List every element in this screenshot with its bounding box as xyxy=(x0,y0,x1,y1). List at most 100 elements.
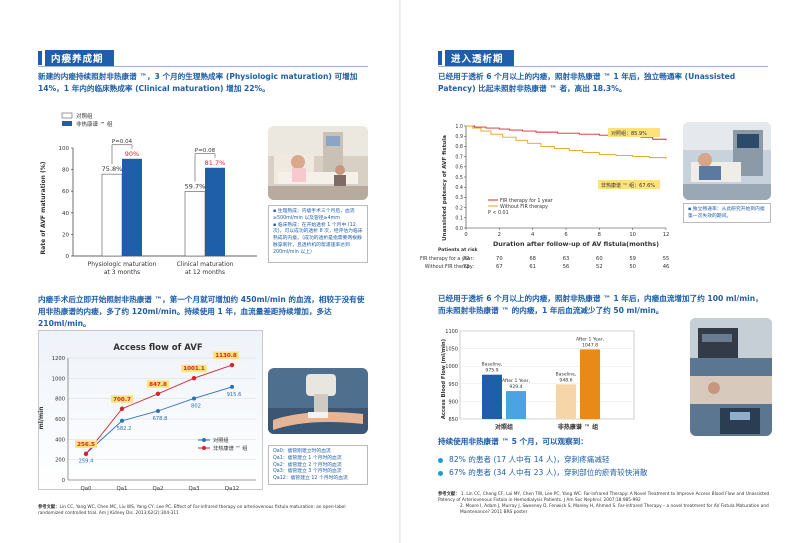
bf-bar xyxy=(580,349,600,419)
flow-point-control xyxy=(192,396,196,401)
flow-note-qa2: Qa2：瘘管建立 2 个月时的血流 xyxy=(273,462,342,468)
risk-cell: 73 xyxy=(463,264,470,270)
flow-point-label-control: 259.4 xyxy=(79,459,95,465)
risk-row-label: Without FIR therapy: xyxy=(425,264,475,270)
risk-cell: 63 xyxy=(563,256,570,262)
bf-bar xyxy=(482,374,502,419)
km-y-tick-label: 0.7 xyxy=(455,154,463,160)
risk-cell: 72 xyxy=(463,256,470,262)
flow-point-label-control: 582.2 xyxy=(117,426,132,432)
patient-device-photo xyxy=(683,122,771,200)
section-bar-decor xyxy=(38,51,42,65)
km-y-tick-label: 0.9 xyxy=(455,134,463,140)
bf-bar-label-line2: 975.9 xyxy=(485,368,498,374)
bullet-dot xyxy=(438,470,443,476)
bf-bar xyxy=(556,384,576,419)
mat-bar-label-fir: 81.7% xyxy=(205,159,226,167)
bf-bar-label-line1: Baseline, xyxy=(556,371,577,377)
bf-y-tick-label: 1000 xyxy=(445,364,458,370)
bf-bar xyxy=(506,391,526,419)
observation-item-pain: 82% 的患者 (17 人中有 14 人)，穿刺疼痛减轻 xyxy=(438,453,718,466)
flow-y-tick-label: 1000 xyxy=(52,376,65,382)
mat-bar-label-control: 75.8% xyxy=(102,165,123,173)
km-legend-label-fir: FIR therapy for 1 year xyxy=(500,198,553,204)
flow-note-qa0: Qa0：瘘管刚建立时的血流 xyxy=(273,449,331,454)
risk-cell: 50 xyxy=(629,264,636,270)
risk-cell: 60 xyxy=(596,256,603,262)
access-flow-y-label: ml/min xyxy=(38,406,45,429)
risk-cell: 52 xyxy=(596,264,603,270)
km-x-tick-label: 2 xyxy=(498,232,501,238)
blood-flow-y-axis-label: Access Blood Flow (ml/min) xyxy=(441,339,447,419)
dialysis-room-illustration xyxy=(268,126,368,200)
patient-device-illustration xyxy=(683,122,771,200)
maturation-note-box: ▪ 生理熟成：内瘘手术三个月后，血流≥500ml/min 以及管径≥4mm ▪ … xyxy=(268,205,368,263)
flow-point-label-fir: 1130.8 xyxy=(215,353,237,359)
flow-point-fir xyxy=(155,391,161,397)
flow-x-tick-label: Qa1 xyxy=(117,486,128,492)
right-intro-text: 已经用于透析 6 个月以上的内瘘，照射非热康谱 ™ 1 年后，独立畅通率 (Un… xyxy=(438,72,736,93)
left-intro-text: 新建的内瘘持续照射非热康谱 ™，3 个月的生理熟成率 (Physiologic … xyxy=(38,72,358,93)
right-reference-label: 参考文献： xyxy=(438,492,460,497)
flow-y-tick-label: 800 xyxy=(55,397,65,403)
km-y-tick-label: 0.0 xyxy=(455,226,463,232)
risk-cell: 70 xyxy=(496,256,503,262)
mat-category-label-line1: Clinical maturation xyxy=(177,261,234,268)
dialysis-room-photo xyxy=(268,126,368,200)
left-reference-text: Lin CC, Yang WC, Chen MC, Liu WS, Yang C… xyxy=(38,505,346,516)
blood-flow-bar-chart: Access Blood Flow (ml/min) 850 900 950 1000… xyxy=(441,329,635,431)
mat-y-tick-label: 20 xyxy=(62,232,69,238)
flow-x-tick-label: Qa3 xyxy=(189,486,200,492)
mat-y-tick-label: 80 xyxy=(62,168,69,174)
observation-item-bruise: 67% 的患者 (34 人中有 23 人)，穿刺部位的瘀青较快消散 xyxy=(438,466,718,479)
legend-swatch-control xyxy=(61,112,73,119)
bf-bar-label-line2: 948.6 xyxy=(559,377,572,383)
km-legend-pvalue: P < 0.01 xyxy=(488,210,509,216)
flow-point-fir xyxy=(119,406,125,411)
flow-y-tick-label: 1200 xyxy=(52,356,65,362)
flow-point-label-bg-fir xyxy=(147,380,169,388)
page-fold xyxy=(399,0,401,543)
mat-y-tick-label: 0 xyxy=(66,254,70,260)
bf-bar-label-line1: After 1 Year, xyxy=(502,378,531,384)
bf-y-tick-label: 1100 xyxy=(445,329,458,335)
km-annot-bg-control xyxy=(608,128,660,137)
flow-note-qa12: Qa12：瘘管建立 12 个月时的血流 xyxy=(273,476,348,482)
km-annot-bg-fir xyxy=(598,180,660,189)
patency-y-axis-label: Unassisted patency of AVF fistula xyxy=(442,135,448,241)
maturation-note-physio: ▪ 生理熟成：内瘘手术三个月后，血流≥500ml/min 以及管径≥4mm xyxy=(273,209,355,221)
flow-y-tick-label: 0 xyxy=(62,478,65,484)
mat-bar-fir xyxy=(122,158,142,256)
right-section-rule xyxy=(438,66,768,67)
flow-point-label-fir: 700.7 xyxy=(113,397,131,403)
patency-note-text: 独立畅通率：从此研究开始到内瘘第一次失效的期间。 xyxy=(688,207,765,219)
bf-y-tick-label: 1050 xyxy=(445,347,458,353)
flow-y-tick-label: 600 xyxy=(55,417,65,423)
right-page: 进入透析期 已经用于透析 6 个月以上的内瘘，照射非热康谱 ™ 1 年后，独立畅… xyxy=(400,0,800,543)
observation-title: 持续使用非热康谱 ™ 5 个月，可以观察到： xyxy=(438,437,588,446)
mat-y-tick-label: 40 xyxy=(62,211,69,217)
right-references: 参考文献： 1. Lin CC, Chang CF, Lai MY, Chen … xyxy=(438,492,772,516)
km-y-tick-label: 1.0 xyxy=(455,124,463,130)
access-flow-chart-title: Access flow of AVF xyxy=(113,343,203,353)
mat-y-tick-label: 60 xyxy=(62,189,69,195)
patency-note-box: ▪ 独立畅通率：从此研究开始到内瘘第一次失效的期间。 xyxy=(683,203,771,223)
flow-point-label-fir: 256.5 xyxy=(77,442,95,448)
mat-bar-control xyxy=(101,173,123,257)
mat-y-tick-label: 100 xyxy=(59,146,70,152)
right-reference-1: 1. Lin CC, Chang CF, Lai MY, Chen TW, Le… xyxy=(438,492,770,503)
bf-bar-label-line2: 1047.8 xyxy=(582,342,598,348)
km-y-tick-label: 0.5 xyxy=(455,175,463,181)
flow-point-fir xyxy=(229,362,235,368)
left-section-rule xyxy=(38,66,368,67)
km-y-tick-label: 0.3 xyxy=(455,195,463,201)
flow-y-tick-label: 400 xyxy=(55,437,65,443)
maturation-note-clinical: ▪ 临床熟成：在开始透析 1 个月中 (12 次)，可以成功的透析 8 次，经评… xyxy=(273,222,363,255)
flow-point-label-bg-fir xyxy=(75,440,97,448)
left-flow-text: 内瘘手术后立即开始照射非热康谱 ™，第一个月就可增加约 450ml/min 的血… xyxy=(38,295,365,328)
flow-note-box: Qa0：瘘管刚建立时的血流 Qa1：瘘管建立 1 个月时的血流 Qa2：瘘管建立… xyxy=(268,445,368,485)
legend-label-fir: 非热康谱 ™ 组 xyxy=(76,120,113,128)
bf-bar-label-line1: Baseline, xyxy=(482,362,503,368)
km-x-tick-label: 4 xyxy=(531,232,535,238)
bf-y-tick-label: 900 xyxy=(448,399,458,405)
